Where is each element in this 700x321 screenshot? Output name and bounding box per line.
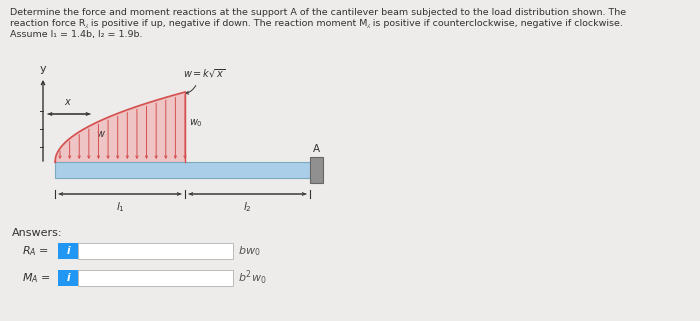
- Text: $bw_0$: $bw_0$: [238, 244, 260, 258]
- Text: reaction force R⁁ is positive if up, negative if down. The reaction moment M⁁ is: reaction force R⁁ is positive if up, neg…: [10, 19, 623, 28]
- Bar: [55, 162, 310, 178]
- Text: $w$: $w$: [95, 129, 106, 139]
- Text: $l_2$: $l_2$: [243, 200, 252, 214]
- Text: $w_0$: $w_0$: [189, 117, 203, 129]
- Bar: [78, 243, 233, 259]
- Text: $x$: $x$: [64, 97, 72, 107]
- Text: $b^2w_0$: $b^2w_0$: [238, 269, 267, 287]
- Bar: [58, 270, 78, 286]
- Text: Answers:: Answers:: [12, 228, 62, 238]
- Text: y: y: [40, 64, 46, 74]
- Bar: [78, 270, 233, 286]
- Text: $w = k\sqrt{x}$: $w = k\sqrt{x}$: [183, 67, 225, 80]
- Text: i: i: [66, 273, 70, 283]
- Text: $l_1$: $l_1$: [116, 200, 125, 214]
- Text: $R_A$ =: $R_A$ =: [22, 244, 49, 258]
- Text: A: A: [313, 144, 320, 154]
- Text: $M_A$ =: $M_A$ =: [22, 271, 51, 285]
- Text: Determine the force and moment reactions at the support A of the cantilever beam: Determine the force and moment reactions…: [10, 8, 626, 17]
- Text: Assume l₁ = 1.4b, l₂ = 1.9b.: Assume l₁ = 1.4b, l₂ = 1.9b.: [10, 30, 143, 39]
- Bar: [310, 157, 323, 183]
- Bar: [58, 243, 78, 259]
- Text: i: i: [66, 246, 70, 256]
